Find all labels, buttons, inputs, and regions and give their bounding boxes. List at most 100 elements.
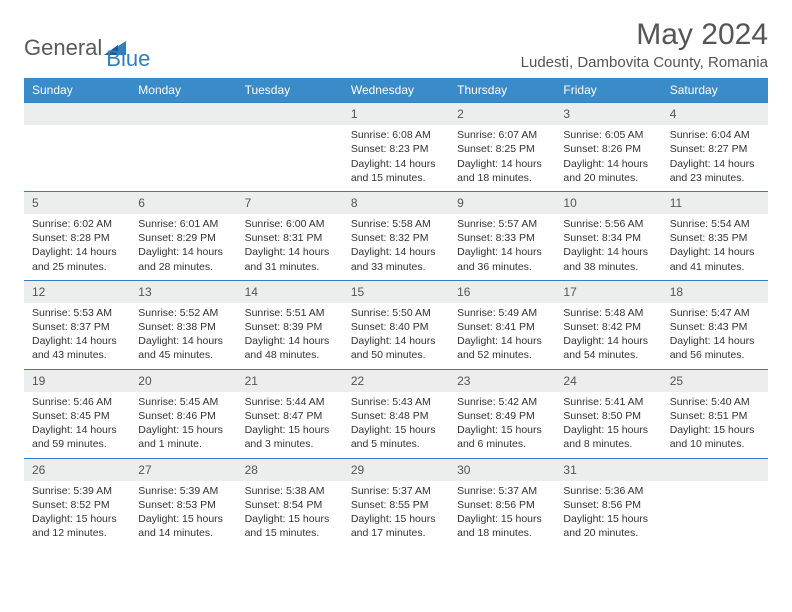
day-number bbox=[237, 102, 343, 125]
calendar-cell: 22Sunrise: 5:43 AMSunset: 8:48 PMDayligh… bbox=[343, 369, 449, 458]
day-details: Sunrise: 6:05 AMSunset: 8:26 PMDaylight:… bbox=[555, 125, 661, 191]
sunrise-text: Sunrise: 5:41 AM bbox=[563, 395, 653, 409]
sunrise-text: Sunrise: 5:58 AM bbox=[351, 217, 441, 231]
day-header: Saturday bbox=[662, 78, 768, 102]
day-details: Sunrise: 5:39 AMSunset: 8:52 PMDaylight:… bbox=[24, 481, 130, 547]
sunset-text: Sunset: 8:31 PM bbox=[245, 231, 335, 245]
day-number: 19 bbox=[24, 369, 130, 392]
day-details: Sunrise: 5:50 AMSunset: 8:40 PMDaylight:… bbox=[343, 303, 449, 369]
sunset-text: Sunset: 8:49 PM bbox=[457, 409, 547, 423]
sunset-text: Sunset: 8:23 PM bbox=[351, 142, 441, 156]
calendar-table: Sunday Monday Tuesday Wednesday Thursday… bbox=[24, 78, 768, 546]
calendar-cell: 19Sunrise: 5:46 AMSunset: 8:45 PMDayligh… bbox=[24, 369, 130, 458]
day-details: Sunrise: 5:47 AMSunset: 8:43 PMDaylight:… bbox=[662, 303, 768, 369]
sunrise-text: Sunrise: 5:37 AM bbox=[457, 484, 547, 498]
sunset-text: Sunset: 8:39 PM bbox=[245, 320, 335, 334]
day-number: 5 bbox=[24, 191, 130, 214]
day-details: Sunrise: 5:38 AMSunset: 8:54 PMDaylight:… bbox=[237, 481, 343, 547]
calendar-cell bbox=[130, 102, 236, 191]
day-number: 3 bbox=[555, 102, 661, 125]
day-details: Sunrise: 5:51 AMSunset: 8:39 PMDaylight:… bbox=[237, 303, 343, 369]
day-number: 12 bbox=[24, 280, 130, 303]
day-number: 24 bbox=[555, 369, 661, 392]
day-number: 4 bbox=[662, 102, 768, 125]
sunrise-text: Sunrise: 6:04 AM bbox=[670, 128, 760, 142]
day-details: Sunrise: 5:41 AMSunset: 8:50 PMDaylight:… bbox=[555, 392, 661, 458]
day-number: 15 bbox=[343, 280, 449, 303]
sunrise-text: Sunrise: 5:39 AM bbox=[32, 484, 122, 498]
day-number: 18 bbox=[662, 280, 768, 303]
calendar-cell: 29Sunrise: 5:37 AMSunset: 8:55 PMDayligh… bbox=[343, 458, 449, 547]
daylight-text: Daylight: 15 hours and 17 minutes. bbox=[351, 512, 441, 540]
calendar-cell: 3Sunrise: 6:05 AMSunset: 8:26 PMDaylight… bbox=[555, 102, 661, 191]
calendar-cell: 31Sunrise: 5:36 AMSunset: 8:56 PMDayligh… bbox=[555, 458, 661, 547]
calendar-cell: 30Sunrise: 5:37 AMSunset: 8:56 PMDayligh… bbox=[449, 458, 555, 547]
day-number: 16 bbox=[449, 280, 555, 303]
day-details: Sunrise: 6:00 AMSunset: 8:31 PMDaylight:… bbox=[237, 214, 343, 280]
daylight-text: Daylight: 15 hours and 1 minute. bbox=[138, 423, 228, 451]
calendar-cell bbox=[237, 102, 343, 191]
calendar-cell: 25Sunrise: 5:40 AMSunset: 8:51 PMDayligh… bbox=[662, 369, 768, 458]
sunrise-text: Sunrise: 5:40 AM bbox=[670, 395, 760, 409]
daylight-text: Daylight: 14 hours and 38 minutes. bbox=[563, 245, 653, 273]
day-number: 2 bbox=[449, 102, 555, 125]
sunset-text: Sunset: 8:26 PM bbox=[563, 142, 653, 156]
sunset-text: Sunset: 8:38 PM bbox=[138, 320, 228, 334]
day-details: Sunrise: 5:42 AMSunset: 8:49 PMDaylight:… bbox=[449, 392, 555, 458]
day-number: 20 bbox=[130, 369, 236, 392]
sunset-text: Sunset: 8:25 PM bbox=[457, 142, 547, 156]
day-details: Sunrise: 5:37 AMSunset: 8:56 PMDaylight:… bbox=[449, 481, 555, 547]
daylight-text: Daylight: 14 hours and 54 minutes. bbox=[563, 334, 653, 362]
header: General Blue May 2024 Ludesti, Dambovita… bbox=[24, 18, 768, 72]
daylight-text: Daylight: 15 hours and 14 minutes. bbox=[138, 512, 228, 540]
sunrise-text: Sunrise: 5:39 AM bbox=[138, 484, 228, 498]
sunset-text: Sunset: 8:47 PM bbox=[245, 409, 335, 423]
day-number: 28 bbox=[237, 458, 343, 481]
day-number: 30 bbox=[449, 458, 555, 481]
sunset-text: Sunset: 8:52 PM bbox=[32, 498, 122, 512]
day-details: Sunrise: 5:45 AMSunset: 8:46 PMDaylight:… bbox=[130, 392, 236, 458]
day-number: 31 bbox=[555, 458, 661, 481]
sunrise-text: Sunrise: 5:56 AM bbox=[563, 217, 653, 231]
sunset-text: Sunset: 8:53 PM bbox=[138, 498, 228, 512]
day-details: Sunrise: 5:48 AMSunset: 8:42 PMDaylight:… bbox=[555, 303, 661, 369]
month-title: May 2024 bbox=[521, 18, 768, 52]
day-details: Sunrise: 6:04 AMSunset: 8:27 PMDaylight:… bbox=[662, 125, 768, 191]
location-subtitle: Ludesti, Dambovita County, Romania bbox=[521, 54, 768, 71]
daylight-text: Daylight: 15 hours and 8 minutes. bbox=[563, 423, 653, 451]
calendar-cell: 2Sunrise: 6:07 AMSunset: 8:25 PMDaylight… bbox=[449, 102, 555, 191]
day-header: Sunday bbox=[24, 78, 130, 102]
logo-word2: Blue bbox=[106, 24, 150, 72]
daylight-text: Daylight: 15 hours and 5 minutes. bbox=[351, 423, 441, 451]
day-header: Thursday bbox=[449, 78, 555, 102]
calendar-cell: 14Sunrise: 5:51 AMSunset: 8:39 PMDayligh… bbox=[237, 280, 343, 369]
daylight-text: Daylight: 14 hours and 20 minutes. bbox=[563, 157, 653, 185]
sunrise-text: Sunrise: 5:46 AM bbox=[32, 395, 122, 409]
daylight-text: Daylight: 14 hours and 31 minutes. bbox=[245, 245, 335, 273]
day-details: Sunrise: 5:56 AMSunset: 8:34 PMDaylight:… bbox=[555, 214, 661, 280]
calendar-cell: 13Sunrise: 5:52 AMSunset: 8:38 PMDayligh… bbox=[130, 280, 236, 369]
sunset-text: Sunset: 8:54 PM bbox=[245, 498, 335, 512]
title-block: May 2024 Ludesti, Dambovita County, Roma… bbox=[521, 18, 768, 71]
calendar-cell bbox=[662, 458, 768, 547]
sunrise-text: Sunrise: 6:08 AM bbox=[351, 128, 441, 142]
day-header: Tuesday bbox=[237, 78, 343, 102]
sunrise-text: Sunrise: 5:36 AM bbox=[563, 484, 653, 498]
sunrise-text: Sunrise: 6:05 AM bbox=[563, 128, 653, 142]
sunrise-text: Sunrise: 5:45 AM bbox=[138, 395, 228, 409]
daylight-text: Daylight: 14 hours and 52 minutes. bbox=[457, 334, 547, 362]
day-header-row: Sunday Monday Tuesday Wednesday Thursday… bbox=[24, 78, 768, 102]
day-details: Sunrise: 5:43 AMSunset: 8:48 PMDaylight:… bbox=[343, 392, 449, 458]
calendar-cell: 16Sunrise: 5:49 AMSunset: 8:41 PMDayligh… bbox=[449, 280, 555, 369]
day-number: 26 bbox=[24, 458, 130, 481]
daylight-text: Daylight: 14 hours and 41 minutes. bbox=[670, 245, 760, 273]
calendar-cell: 28Sunrise: 5:38 AMSunset: 8:54 PMDayligh… bbox=[237, 458, 343, 547]
calendar-week-row: 19Sunrise: 5:46 AMSunset: 8:45 PMDayligh… bbox=[24, 369, 768, 458]
day-details: Sunrise: 6:02 AMSunset: 8:28 PMDaylight:… bbox=[24, 214, 130, 280]
sunrise-text: Sunrise: 6:07 AM bbox=[457, 128, 547, 142]
sunset-text: Sunset: 8:56 PM bbox=[563, 498, 653, 512]
day-details: Sunrise: 5:39 AMSunset: 8:53 PMDaylight:… bbox=[130, 481, 236, 547]
daylight-text: Daylight: 15 hours and 15 minutes. bbox=[245, 512, 335, 540]
day-details: Sunrise: 5:53 AMSunset: 8:37 PMDaylight:… bbox=[24, 303, 130, 369]
day-details: Sunrise: 5:57 AMSunset: 8:33 PMDaylight:… bbox=[449, 214, 555, 280]
